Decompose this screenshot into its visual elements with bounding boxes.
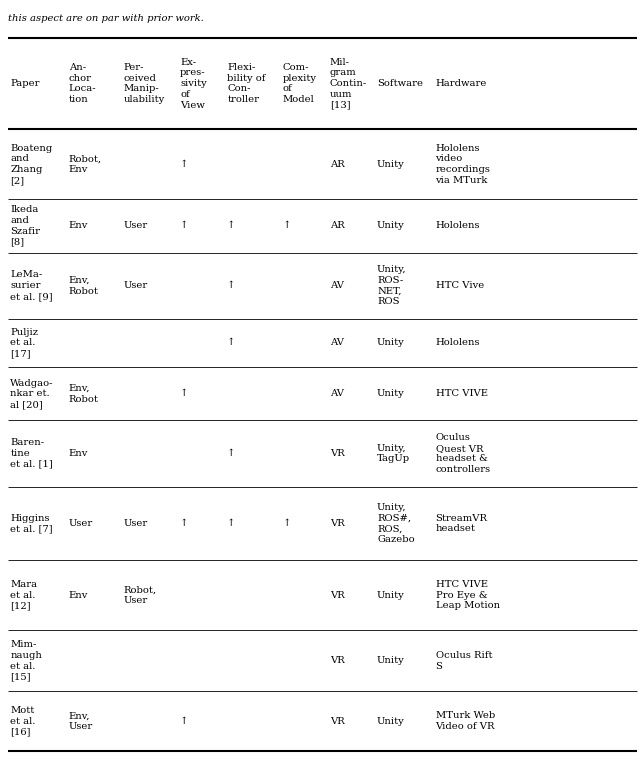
Text: Mil-
gram
Contin-
uum
[13]: Mil- gram Contin- uum [13] (330, 58, 367, 110)
Text: ↑: ↑ (180, 160, 188, 169)
Text: Paper: Paper (10, 79, 40, 88)
Text: User: User (68, 519, 93, 528)
Text: VR: VR (330, 590, 344, 600)
Text: ↑: ↑ (283, 519, 291, 528)
Text: Boateng
and
Zhang
[2]: Boateng and Zhang [2] (10, 144, 52, 185)
Text: this aspect are on par with prior work.: this aspect are on par with prior work. (8, 14, 204, 23)
Text: Hololens: Hololens (436, 338, 480, 347)
Text: Env,
User: Env, User (68, 711, 93, 731)
Text: AV: AV (330, 281, 344, 290)
Text: ↑: ↑ (180, 519, 188, 528)
Text: ↑: ↑ (227, 519, 236, 528)
Text: VR: VR (330, 717, 344, 725)
Text: VR: VR (330, 656, 344, 665)
Text: HTC VIVE
Pro Eye &
Leap Motion: HTC VIVE Pro Eye & Leap Motion (436, 580, 500, 610)
Text: AR: AR (330, 160, 344, 169)
Text: Com-
plexity
of
Model: Com- plexity of Model (283, 63, 317, 104)
Text: StreamVR
headset: StreamVR headset (436, 513, 488, 533)
Text: Oculus
Quest VR
headset &
controllers: Oculus Quest VR headset & controllers (436, 433, 491, 474)
Text: AV: AV (330, 338, 344, 347)
Text: ↑: ↑ (283, 222, 291, 230)
Text: User: User (124, 222, 148, 230)
Text: Mara
et al.
[12]: Mara et al. [12] (10, 580, 37, 610)
Text: Env: Env (68, 449, 88, 458)
Text: Unity,
ROS#,
ROS,
Gazebo: Unity, ROS#, ROS, Gazebo (377, 503, 415, 544)
Text: HTC Vive: HTC Vive (436, 281, 484, 290)
Text: Baren-
tine
et al. [1]: Baren- tine et al. [1] (10, 438, 53, 469)
Text: Unity: Unity (377, 717, 404, 725)
Text: ↑: ↑ (227, 449, 236, 458)
Text: Env: Env (68, 590, 88, 600)
Text: ↑: ↑ (227, 281, 236, 290)
Text: Mott
et al.
[16]: Mott et al. [16] (10, 706, 36, 737)
Text: User: User (124, 281, 148, 290)
Text: Env,
Robot: Env, Robot (68, 384, 99, 403)
Text: Per-
ceived
Manip-
ulability: Per- ceived Manip- ulability (124, 63, 164, 104)
Text: ↑: ↑ (180, 222, 188, 230)
Text: Hololens
video
recordings
via MTurk: Hololens video recordings via MTurk (436, 144, 490, 185)
Text: Oculus Rift
S: Oculus Rift S (436, 651, 492, 671)
Text: LeMa-
surier
et al. [9]: LeMa- surier et al. [9] (10, 270, 53, 301)
Text: Puljiz
et al.
[17]: Puljiz et al. [17] (10, 328, 38, 358)
Text: Unity,
TagUp: Unity, TagUp (377, 444, 410, 463)
Text: Ikeda
and
Szafir
[8]: Ikeda and Szafir [8] (10, 205, 40, 247)
Text: HTC VIVE: HTC VIVE (436, 389, 488, 398)
Text: An-
chor
Loca-
tion: An- chor Loca- tion (68, 63, 97, 104)
Text: ↑: ↑ (227, 222, 236, 230)
Text: Unity: Unity (377, 656, 404, 665)
Text: Mim-
naugh
et al.
[15]: Mim- naugh et al. [15] (10, 640, 42, 681)
Text: VR: VR (330, 449, 344, 458)
Text: User: User (124, 519, 148, 528)
Text: Unity,
ROS-
NET,
ROS: Unity, ROS- NET, ROS (377, 265, 406, 307)
Text: Env,
Robot: Env, Robot (68, 276, 99, 295)
Text: MTurk Web
Video of VR: MTurk Web Video of VR (436, 711, 495, 731)
Text: ↑: ↑ (180, 389, 188, 398)
Text: Hardware: Hardware (436, 79, 487, 88)
Text: Robot,
User: Robot, User (124, 585, 157, 605)
Text: Higgins
et al. [7]: Higgins et al. [7] (10, 513, 53, 533)
Text: Software: Software (377, 79, 423, 88)
Text: ↑: ↑ (227, 338, 236, 347)
Text: Ex-
pres-
sivity
of
View: Ex- pres- sivity of View (180, 58, 207, 110)
Text: Flexi-
bility of
Con-
troller: Flexi- bility of Con- troller (227, 63, 266, 104)
Text: Unity: Unity (377, 160, 404, 169)
Text: Unity: Unity (377, 389, 404, 398)
Text: Unity: Unity (377, 222, 404, 230)
Text: Robot,
Env: Robot, Env (68, 154, 102, 174)
Text: Unity: Unity (377, 590, 404, 600)
Text: ↑: ↑ (180, 717, 188, 725)
Text: Unity: Unity (377, 338, 404, 347)
Text: Hololens: Hololens (436, 222, 480, 230)
Text: Env: Env (68, 222, 88, 230)
Text: Wadgao-
nkar et.
al [20]: Wadgao- nkar et. al [20] (10, 378, 54, 409)
Text: VR: VR (330, 519, 344, 528)
Text: AR: AR (330, 222, 344, 230)
Text: AV: AV (330, 389, 344, 398)
